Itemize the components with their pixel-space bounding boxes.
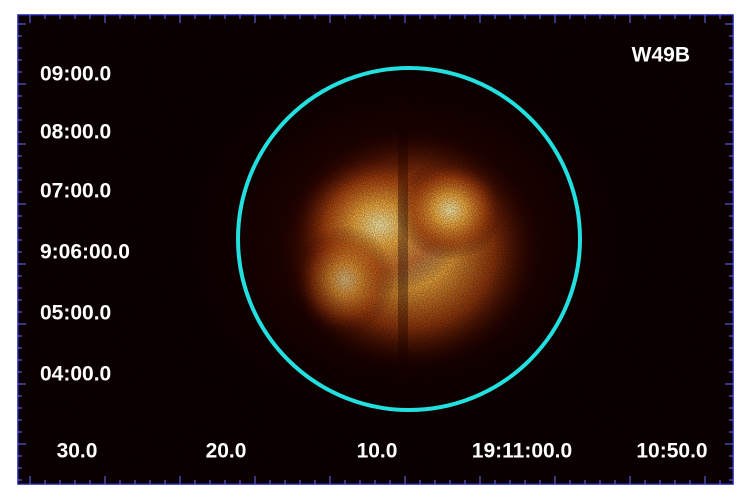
x-axis-label: 10.0 xyxy=(357,440,398,463)
y-axis-label: 04:00.0 xyxy=(40,363,111,386)
x-axis-label: 19:11:00.0 xyxy=(472,440,572,463)
x-axis-label: 30.0 xyxy=(57,440,98,463)
y-axis-label: 09:00.0 xyxy=(40,63,111,86)
frame-ticks xyxy=(18,15,733,484)
x-axis-label: 10:50.0 xyxy=(636,440,707,463)
y-axis-label: 08:00.0 xyxy=(40,121,111,144)
region-circle xyxy=(236,66,582,412)
y-axis-label: 05:00.0 xyxy=(40,302,111,325)
x-axis-label: 20.0 xyxy=(206,440,247,463)
object-label: W49B xyxy=(632,44,690,67)
y-axis-label: 9:06:00.0 xyxy=(40,241,130,264)
y-axis-label: 07:00.0 xyxy=(40,180,111,203)
